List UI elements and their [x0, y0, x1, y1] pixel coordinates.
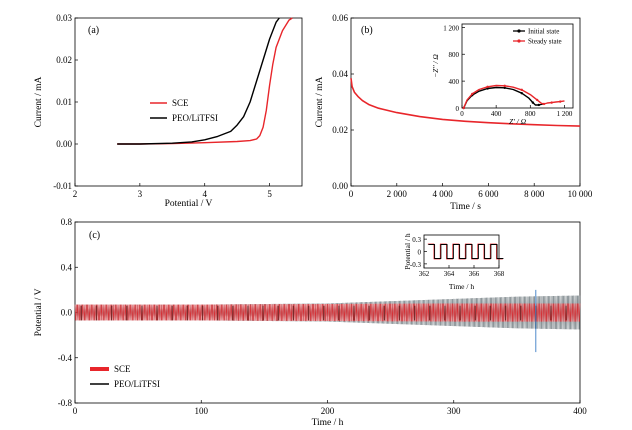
b-x-tick-label: 10 000	[568, 189, 593, 199]
c-inset-y-tick-label: -0.3	[410, 261, 422, 269]
b-inset-x-tick-label: 0	[460, 110, 464, 118]
a-y-tick-label: 0.03	[56, 13, 72, 23]
panel-c: 0 100 200 300 400 -0.8 -0.4 0.0 0.4 0.8 (c) Time / …	[34, 217, 587, 428]
a-x-tick-label: 4	[202, 189, 207, 199]
b-inset-point	[520, 88, 523, 92]
a-y-tick-label: 0.02	[56, 55, 72, 65]
c-inset-x-tick-label: 362	[419, 270, 430, 278]
c-y-tick-label: 0.8	[61, 217, 73, 227]
panel-a: 2 3 4 5 -0.01 0.00 0.01 0.02 0.03 (a) Potential / …	[34, 13, 303, 209]
c-y-tick-label: 0.4	[61, 262, 73, 272]
b-x-tick-label: 4 000	[432, 189, 453, 199]
c-inset-y-tick-label: 0.3	[412, 236, 421, 244]
c-inset-x-tick-label: 366	[469, 270, 480, 278]
b-inset-legend-label: Initial state	[528, 28, 559, 36]
c-legend-label: PEO/LiTFSI	[114, 379, 160, 389]
b-y-tick-label: 0.04	[332, 69, 348, 79]
b-inset-point	[558, 100, 562, 103]
c-y-tick-label: -0.4	[58, 353, 73, 363]
c-x-tick-label: 200	[321, 406, 335, 416]
c-inset: 362 364 366 368 0.3 0 -0.3 Time / h Potential / …	[403, 233, 505, 291]
a-legend-label: SCE	[172, 98, 189, 108]
b-inset-y-tick-label: 1 200	[443, 24, 459, 32]
a-x-tick-label: 2	[73, 189, 78, 199]
b-panel-letter: (b)	[361, 25, 373, 36]
b-inset-point	[503, 86, 506, 90]
c-inset-series-sce	[427, 243, 503, 260]
c-legend-label: SCE	[114, 364, 131, 374]
b-x-tick-label: 0	[349, 189, 354, 199]
c-inset-series-peo	[428, 244, 504, 259]
b-inset: 0 400 800 1 200 0 400 800 1 200 Z' / Ω −Z'' / Ω In…	[431, 23, 574, 126]
b-inset-frame	[461, 23, 574, 109]
b-x-tick-label: 6 000	[478, 189, 499, 199]
a-x-axis-label: Potential / V	[165, 199, 213, 209]
c-series-band-peo	[74, 295, 581, 330]
c-inset-x-tick-label: 368	[494, 270, 505, 278]
b-inset-point	[535, 98, 539, 102]
b-inset-y-label: −Z'' / Ω	[431, 54, 440, 78]
c-frame	[74, 221, 581, 404]
c-x-tick-label: 300	[447, 406, 461, 416]
b-inset-legend-label: Steady state	[528, 38, 562, 46]
a-y-axis-label: Current / mA	[34, 77, 44, 128]
a-series-line-sce	[117, 17, 293, 145]
b-inset-series-steady	[463, 84, 565, 109]
a-y-tick-label: 0.00	[56, 139, 72, 149]
a-y-tick-label: -0.01	[53, 181, 72, 191]
b-frame	[350, 17, 581, 187]
b-series-line	[350, 78, 581, 127]
b-y-tick-label: 0.00	[332, 181, 348, 191]
b-inset-point	[471, 92, 474, 96]
c-inset-bg	[424, 235, 499, 268]
b-inset-point	[503, 84, 506, 88]
b-inset-point	[550, 101, 553, 104]
b-inset-point	[531, 101, 535, 104]
c-y-axis-label: Potential / V	[34, 288, 44, 336]
b-inset-legend-marker	[517, 39, 521, 43]
a-y-tick-label: 0.01	[56, 97, 72, 107]
b-inset-point	[520, 92, 523, 95]
b-x-tick-label: 2 000	[387, 189, 408, 199]
c-inset-y-label: Potential / h	[403, 233, 412, 269]
b-x-tick-label: 8 000	[524, 189, 545, 199]
a-x-tick-label: 5	[267, 189, 272, 199]
b-x-axis-label: Time / s	[450, 202, 481, 212]
b-inset-point	[486, 85, 489, 89]
b-inset-x-tick-label: 400	[491, 110, 502, 118]
b-inset-x-label: Z' / Ω	[509, 117, 527, 126]
b-inset-x-tick-label: 1 200	[557, 110, 573, 118]
b-inset-point	[542, 102, 546, 106]
a-legend-label: PEO/LiTFSI	[172, 113, 218, 123]
b-inset-y-tick-label: 800	[449, 51, 460, 59]
b-inset-y-tick-label: 400	[449, 78, 460, 86]
b-inset-point	[462, 106, 465, 110]
b-inset-y-tick-label: 0	[456, 105, 460, 113]
c-y-tick-label: -0.8	[58, 398, 73, 408]
c-x-tick-label: 400	[573, 406, 587, 416]
c-x-tick-label: 0	[73, 406, 78, 416]
c-x-axis-label: Time / h	[312, 418, 344, 428]
b-y-tick-label: 0.06	[332, 13, 348, 23]
a-panel-letter: (a)	[88, 25, 99, 36]
b-y-tick-label: 0.02	[332, 125, 348, 135]
c-inset-x-label: Time / h	[449, 282, 474, 291]
a-x-tick-label: 3	[138, 189, 143, 199]
b-inset-point	[537, 103, 541, 107]
b-inset-point	[486, 87, 489, 90]
c-inset-x-tick-label: 364	[444, 270, 455, 278]
panel-b: 0 2 000 4 000 6 000 8 000 10 000 0.00 0.02 0.04 0…	[315, 13, 593, 212]
c-inset-y-tick-label: 0	[418, 249, 422, 257]
a-series-line-peo	[117, 17, 280, 145]
b-inset-x-tick-label: 800	[525, 110, 536, 118]
b-inset-legend-marker	[517, 29, 521, 33]
c-y-tick-label: 0.0	[61, 308, 73, 318]
b-inset-series-initial	[463, 86, 544, 109]
c-series-band-sce	[74, 303, 581, 322]
c-panel-letter: (c)	[89, 230, 100, 241]
b-y-axis-label: Current / mA	[315, 77, 325, 128]
c-x-tick-label: 100	[195, 406, 209, 416]
